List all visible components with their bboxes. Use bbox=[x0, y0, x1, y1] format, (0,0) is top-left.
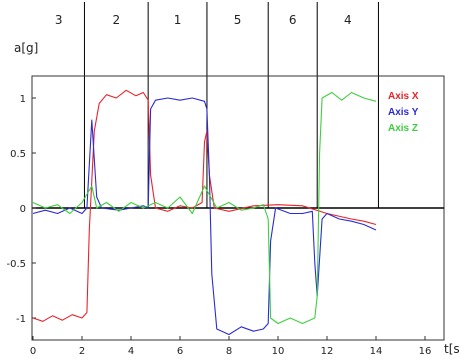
segment-label: 4 bbox=[344, 13, 352, 27]
x-tick-label: 4 bbox=[128, 346, 134, 357]
y-tick-label: 1 bbox=[20, 94, 26, 105]
y-tick-label: -0.5 bbox=[6, 259, 26, 270]
x-tick-label: 14 bbox=[370, 346, 383, 357]
x-tick-label: 8 bbox=[226, 346, 232, 357]
x-tick-label: 2 bbox=[79, 346, 85, 357]
legend: Axis X Axis Y Axis Z bbox=[388, 91, 419, 134]
y-axis-label: a[g] bbox=[14, 41, 38, 55]
x-tick-label: 6 bbox=[177, 346, 183, 357]
segment-label: 6 bbox=[289, 13, 297, 27]
x-axis-label: t[s bbox=[444, 342, 460, 356]
segment-label: 1 bbox=[174, 13, 182, 27]
data-series bbox=[32, 89, 377, 336]
segment-label: 5 bbox=[234, 13, 242, 27]
series-line-axis-y bbox=[32, 97, 377, 336]
series-line-axis-z bbox=[32, 91, 377, 325]
y-tick-label: 0 bbox=[20, 204, 26, 215]
series-line-axis-x bbox=[32, 89, 377, 322]
legend-entry: Axis Z bbox=[388, 123, 418, 134]
x-tick-label: 16 bbox=[419, 346, 432, 357]
x-tick-label: 0 bbox=[30, 346, 36, 357]
segment-label: 3 bbox=[55, 13, 63, 27]
legend-entry: Axis Y bbox=[388, 107, 419, 118]
y-tick-label: 0.5 bbox=[10, 149, 26, 160]
y-tick-label: -1 bbox=[16, 314, 26, 325]
legend-entry: Axis X bbox=[388, 91, 419, 102]
x-tick-label: 10 bbox=[272, 346, 285, 357]
segment-label: 2 bbox=[112, 13, 120, 27]
x-tick-label: 12 bbox=[321, 346, 334, 357]
